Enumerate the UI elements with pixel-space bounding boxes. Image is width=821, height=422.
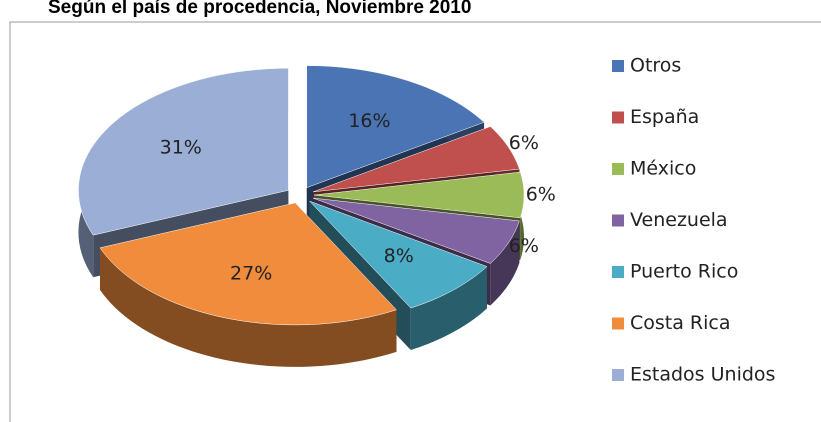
pie: 16% 6% 6% 6% 8% 27% 31% <box>78 65 556 367</box>
legend-label: Costa Rica <box>630 312 731 334</box>
legend-label: México <box>630 158 696 180</box>
legend-label: Estados Unidos <box>630 364 775 386</box>
data-label: 6% <box>509 132 539 154</box>
legend-swatch <box>612 111 624 124</box>
legend-swatch <box>612 317 624 330</box>
slice <box>78 68 289 236</box>
legend-label: Puerto Rico <box>630 261 738 283</box>
legend-label: Venezuela <box>630 209 728 231</box>
legend-swatch <box>612 163 624 175</box>
slice <box>309 200 488 309</box>
slice-side <box>100 247 397 367</box>
slice <box>99 202 397 326</box>
slice <box>312 126 520 193</box>
legend-label: Otros <box>630 55 681 77</box>
slice-side <box>490 220 520 306</box>
legend-swatch <box>612 60 624 72</box>
legend-swatch <box>612 369 624 381</box>
legend-swatch <box>612 266 624 278</box>
data-label: 27% <box>230 263 272 285</box>
slice <box>313 171 525 219</box>
slice <box>312 197 520 264</box>
data-label: 6% <box>526 184 556 206</box>
data-label: 6% <box>509 235 539 257</box>
data-label: 8% <box>384 245 414 267</box>
legend: Otros España México Venezuela Puerto Rico Cos… <box>612 55 775 386</box>
chart-title: Según el país de procedencia, Noviembre … <box>48 0 471 18</box>
slice-side <box>410 266 487 351</box>
legend-label: España <box>630 106 699 128</box>
slice <box>306 65 485 188</box>
data-label: 31% <box>160 136 202 158</box>
legend-swatch <box>612 214 624 227</box>
data-label: 16% <box>348 110 390 132</box>
